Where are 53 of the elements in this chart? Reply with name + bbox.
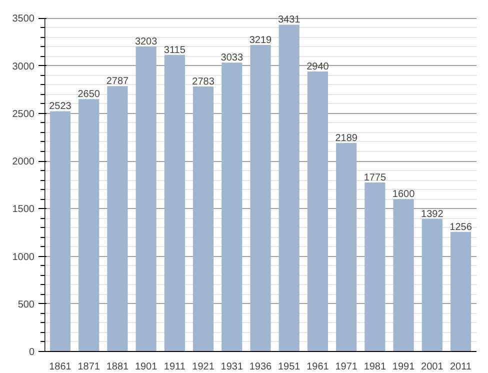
- x-tick-label: 1871: [78, 362, 100, 372]
- data-label: 2783: [192, 76, 215, 88]
- x-tick-label: 1936: [249, 362, 272, 372]
- data-label: 3203: [134, 36, 158, 48]
- x-tick-label: 1981: [364, 362, 386, 372]
- data-label: 2189: [335, 133, 358, 144]
- x-tick-label: 1951: [278, 362, 301, 372]
- bar: [393, 199, 414, 352]
- data-label: 1775: [364, 172, 386, 184]
- data-label: 2787: [106, 76, 130, 88]
- data-label: 3219: [249, 34, 272, 46]
- data-label: 1256: [450, 222, 472, 233]
- y-tick-label: 3000: [12, 61, 35, 72]
- y-tick-label: 1000: [12, 252, 35, 263]
- data-label: 1600: [392, 189, 416, 200]
- bar: [107, 86, 128, 352]
- data-label: 2940: [306, 62, 330, 72]
- x-tick-label: 1901: [134, 362, 158, 372]
- x-tick-label: 1881: [106, 362, 130, 372]
- data-label: 2650: [78, 89, 100, 100]
- x-tick-label: 1911: [164, 362, 186, 372]
- x-tick-label: 1991: [392, 362, 416, 372]
- y-tick-label: 2500: [12, 108, 35, 120]
- y-tick-label: 1500: [12, 204, 35, 216]
- x-tick-label: 1921: [192, 362, 215, 372]
- x-tick-label: 2011: [450, 362, 472, 372]
- bar: [250, 44, 271, 352]
- data-label: 3115: [164, 44, 186, 56]
- bar: [164, 54, 185, 352]
- bar: [307, 72, 328, 352]
- y-tick-label: 500: [18, 299, 35, 310]
- bar: [192, 86, 214, 352]
- data-label: 3033: [220, 52, 244, 64]
- x-tick-label: 1931: [220, 362, 244, 372]
- x-tick-label: 1861: [49, 362, 72, 372]
- x-tick-label: 2001: [421, 362, 444, 372]
- y-tick-label: 3500: [12, 14, 35, 25]
- bar: [50, 111, 71, 352]
- data-label: 1392: [421, 208, 444, 220]
- bar: [78, 99, 100, 352]
- y-tick-label: 0: [28, 347, 35, 358]
- data-label: 2523: [49, 101, 72, 112]
- bar: [422, 218, 442, 352]
- bar: [278, 24, 300, 352]
- x-tick-label: 1961: [306, 362, 330, 372]
- bar: [136, 46, 156, 352]
- bar: [450, 232, 472, 352]
- bar: [222, 62, 242, 352]
- data-label: 3431: [278, 14, 301, 26]
- bar: [364, 182, 386, 352]
- x-tick-label: 1971: [335, 362, 358, 372]
- y-tick-label: 2000: [12, 156, 35, 168]
- bar: [336, 143, 357, 352]
